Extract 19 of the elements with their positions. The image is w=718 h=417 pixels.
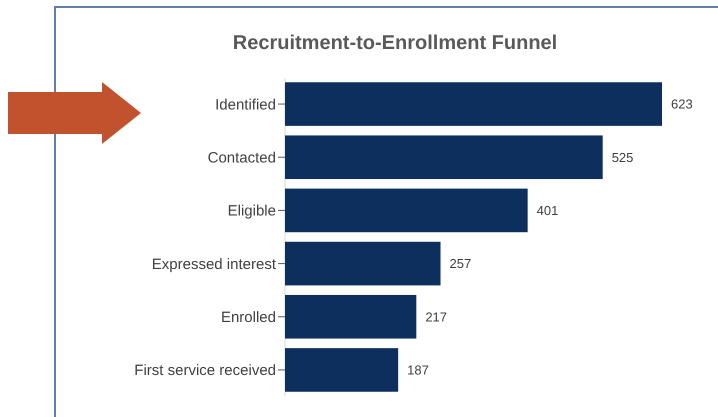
bar [285, 242, 441, 286]
bar [285, 294, 416, 339]
data-label: 187 [407, 362, 429, 378]
y-tick-label: First service received [134, 362, 276, 380]
bar [285, 135, 603, 180]
y-tick-label: Eligible [228, 202, 276, 220]
data-label: 401 [536, 202, 558, 218]
data-label: 623 [671, 96, 693, 112]
y-tick-label: Contacted [208, 149, 276, 166]
y-tick-label: Expressed interest [152, 256, 277, 273]
y-tick-label: Enrolled [220, 309, 276, 326]
data-label: 525 [612, 150, 634, 165]
data-label: 217 [425, 309, 448, 324]
data-label: 257 [450, 256, 472, 272]
bar [285, 348, 398, 392]
bar [285, 188, 528, 232]
y-tick-label: Identified [215, 96, 276, 114]
chart-title: Recruitment-to-Enrollment Funnel [232, 32, 558, 54]
bar [285, 82, 662, 126]
